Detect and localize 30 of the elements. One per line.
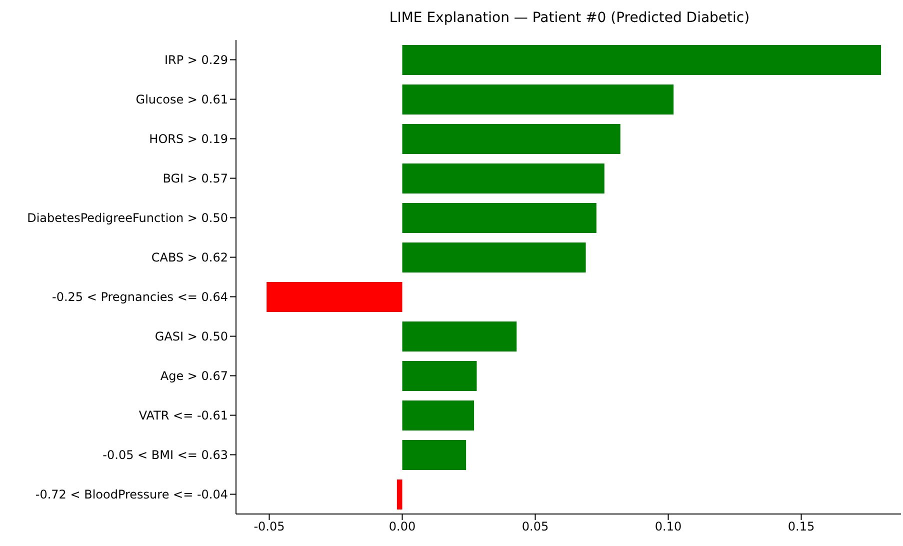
bar [402,84,674,114]
x-tick-label: 0.05 [522,520,549,534]
y-tick-label: HORS > 0.19 [149,132,228,146]
y-tick-label: -0.72 < BloodPressure <= -0.04 [35,488,228,502]
bar [402,400,474,430]
y-tick-label: VATR <= -0.61 [138,408,228,423]
bar [402,440,466,470]
bar [402,45,882,75]
bar [396,480,402,510]
bar [402,361,477,391]
x-tick-label: 0.15 [788,520,815,534]
y-tick-label: IRP > 0.29 [164,53,228,68]
y-tick-label: -0.25 < Pregnancies <= 0.64 [52,290,228,304]
x-tick-label: 0.00 [388,520,416,534]
x-tick-label: 0.10 [654,520,682,534]
y-tick-label: GASI > 0.50 [154,330,228,344]
x-tick-label: -0.05 [254,520,285,534]
bar [402,164,604,194]
y-tick-label: Age > 0.67 [160,369,228,384]
bar [402,203,596,233]
y-tick-label: DiabetesPedigreeFunction > 0.50 [27,211,228,226]
y-tick-label: Glucose > 0.61 [136,92,228,107]
bar [402,124,620,154]
y-tick-label: BGI > 0.57 [162,172,228,186]
chart-title: LIME Explanation — Patient #0 (Predicted Diabetic) [388,10,751,26]
bar [402,322,517,352]
y-tick-label: -0.05 < BMI <= 0.63 [102,448,228,462]
bar [266,282,402,312]
bar [402,242,586,272]
y-tick-label: CABS > 0.62 [151,250,228,265]
